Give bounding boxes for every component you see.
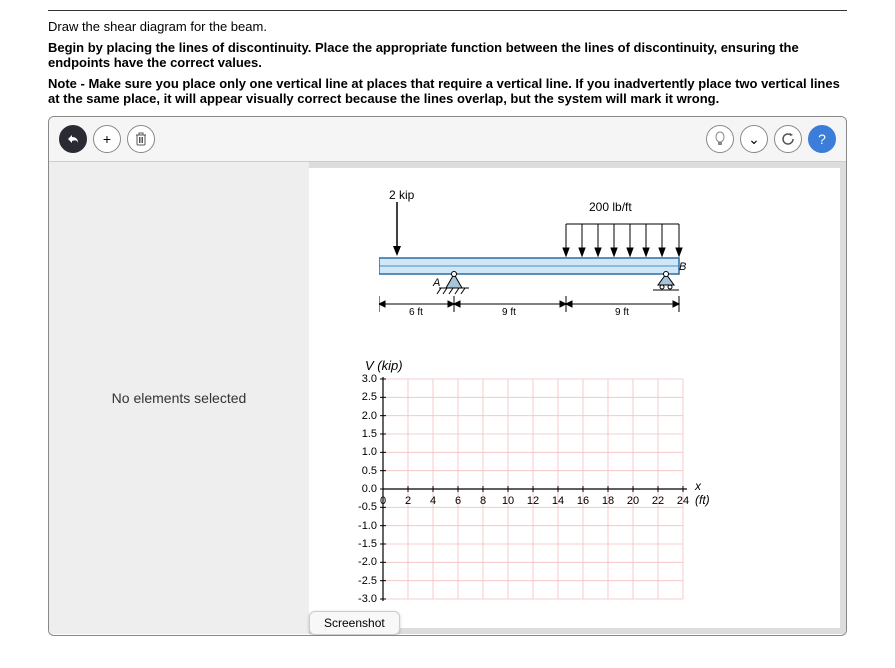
screenshot-button[interactable]: Screenshot (309, 611, 400, 635)
x-tick-label: 8 (480, 495, 486, 507)
selection-status: No elements selected (112, 390, 247, 406)
hint-button[interactable] (706, 125, 734, 153)
prompt-line-3: Note - Make sure you place only one vert… (48, 76, 847, 106)
span1-label: 6 ft (409, 307, 423, 318)
x-tick-label: 6 (455, 495, 461, 507)
y-tick-label: 3.0 (351, 373, 377, 385)
y-tick-label: 1.0 (351, 446, 377, 458)
y-tick-label: -0.5 (351, 501, 377, 513)
x-tick-label: 14 (552, 495, 564, 507)
chart-x-label: x (ft) (695, 479, 710, 507)
canvas-panel[interactable]: 2 kip 200 lb/ft (309, 168, 840, 628)
y-tick-label: -2.0 (351, 556, 377, 568)
x-tick-label: 22 (652, 495, 664, 507)
prompt-line-1: Draw the shear diagram for the beam. (48, 19, 847, 34)
toolbar: + ⌄ ? (49, 117, 846, 162)
drawing-workspace: + ⌄ ? No elements selected 2 kip 200 lb/… (48, 116, 847, 636)
delete-button[interactable] (127, 125, 155, 153)
y-tick-label: 1.5 (351, 428, 377, 440)
y-tick-label: -3.0 (351, 593, 377, 605)
support-a-label: A (432, 277, 440, 289)
refresh-button[interactable] (774, 125, 802, 153)
x-tick-label: 0 (380, 495, 386, 507)
y-tick-label: 0.0 (351, 483, 377, 495)
x-tick-label: 18 (602, 495, 614, 507)
y-tick-label: -2.5 (351, 575, 377, 587)
expand-button[interactable]: ⌄ (740, 125, 768, 153)
shear-chart[interactable]: V (kip) 3.0 2.5 2.0 1.5 1.0 0.5 0.0 -0.5 -1.0 -1.… (349, 358, 810, 605)
help-button[interactable]: ? (808, 125, 836, 153)
y-tick-label: 2.5 (351, 391, 377, 403)
chart-y-label: V (kip) (365, 358, 810, 373)
x-tick-label: 4 (430, 495, 436, 507)
y-tick-label: 2.0 (351, 410, 377, 422)
selection-panel: No elements selected (49, 162, 309, 634)
y-tick-label: 0.5 (351, 465, 377, 477)
x-tick-label: 2 (405, 495, 411, 507)
x-tick-label: 20 (627, 495, 639, 507)
prompt-line-2: Begin by placing the lines of discontinu… (48, 40, 847, 70)
x-tick-label: 12 (527, 495, 539, 507)
x-tick-label: 10 (502, 495, 514, 507)
y-tick-label: -1.0 (351, 520, 377, 532)
y-tick-label: -1.5 (351, 538, 377, 550)
undo-button[interactable] (59, 125, 87, 153)
beam-diagram: 2 kip 200 lb/ft (379, 188, 810, 338)
support-b-label: B (679, 261, 686, 273)
add-button[interactable]: + (93, 125, 121, 153)
x-tick-label: 16 (577, 495, 589, 507)
x-tick-label: 24 (677, 495, 689, 507)
span2-label: 9 ft (502, 307, 516, 318)
span3-label: 9 ft (615, 307, 629, 318)
